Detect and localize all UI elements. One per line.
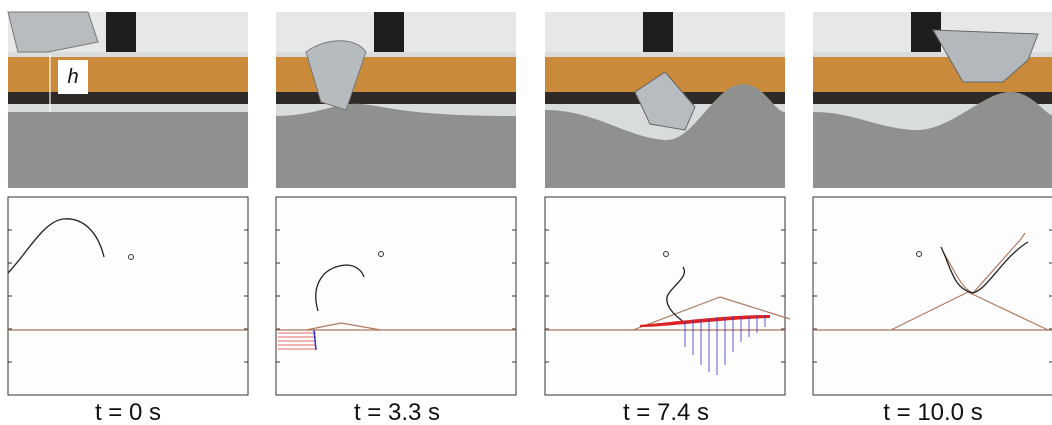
photo [545,12,785,188]
caption: t = 10.0 s [883,399,982,425]
plot [8,197,248,395]
caption: t = 3.3 s [354,399,440,425]
plot [545,197,790,395]
photo: h [8,12,248,188]
plot [276,197,516,395]
caption: t = 7.4 s [623,399,709,425]
figure: h t = 0 s t = 3.3 s [0,0,1052,425]
photo [813,12,1052,188]
plot [813,197,1052,395]
caption: t = 0 s [95,399,161,425]
photo [276,12,516,188]
height-label: h [67,66,78,88]
